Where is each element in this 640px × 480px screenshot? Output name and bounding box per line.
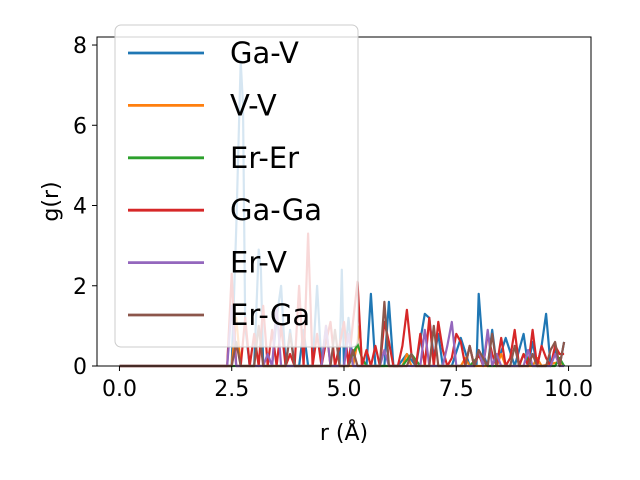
x-tick-label: 7.5	[439, 377, 474, 402]
y-tick-label: 6	[73, 114, 87, 139]
x-tick-label: 2.5	[214, 377, 249, 402]
legend-label-er-er: Er-Er	[230, 141, 299, 175]
y-tick-label: 4	[73, 195, 87, 220]
legend-label-er-v: Er-V	[230, 246, 287, 280]
x-tick-label: 0.0	[102, 377, 137, 402]
x-axis-title: r (Å)	[320, 419, 368, 446]
y-tick-label: 8	[73, 34, 87, 59]
legend-label-ga-v: Ga-V	[230, 36, 299, 70]
legend-label-v-v: V-V	[230, 88, 277, 122]
x-tick-label: 5.0	[327, 377, 362, 402]
axes-layer: 0.0 2.5 5.0 7.5 10.0 0 2 4 6 8 r (Å) g(r)	[39, 34, 593, 446]
y-tick-label: 2	[73, 275, 87, 300]
x-tick-label: 10.0	[544, 377, 593, 402]
legend-label-ga-ga: Ga-Ga	[230, 193, 322, 227]
y-tick-label: 0	[73, 355, 87, 380]
legend-label-er-ga: Er-Ga	[230, 298, 310, 332]
y-axis-title: g(r)	[39, 181, 64, 221]
legend: Ga-V V-V Er-Er Ga-Ga Er-V Er-Ga	[114, 24, 359, 348]
